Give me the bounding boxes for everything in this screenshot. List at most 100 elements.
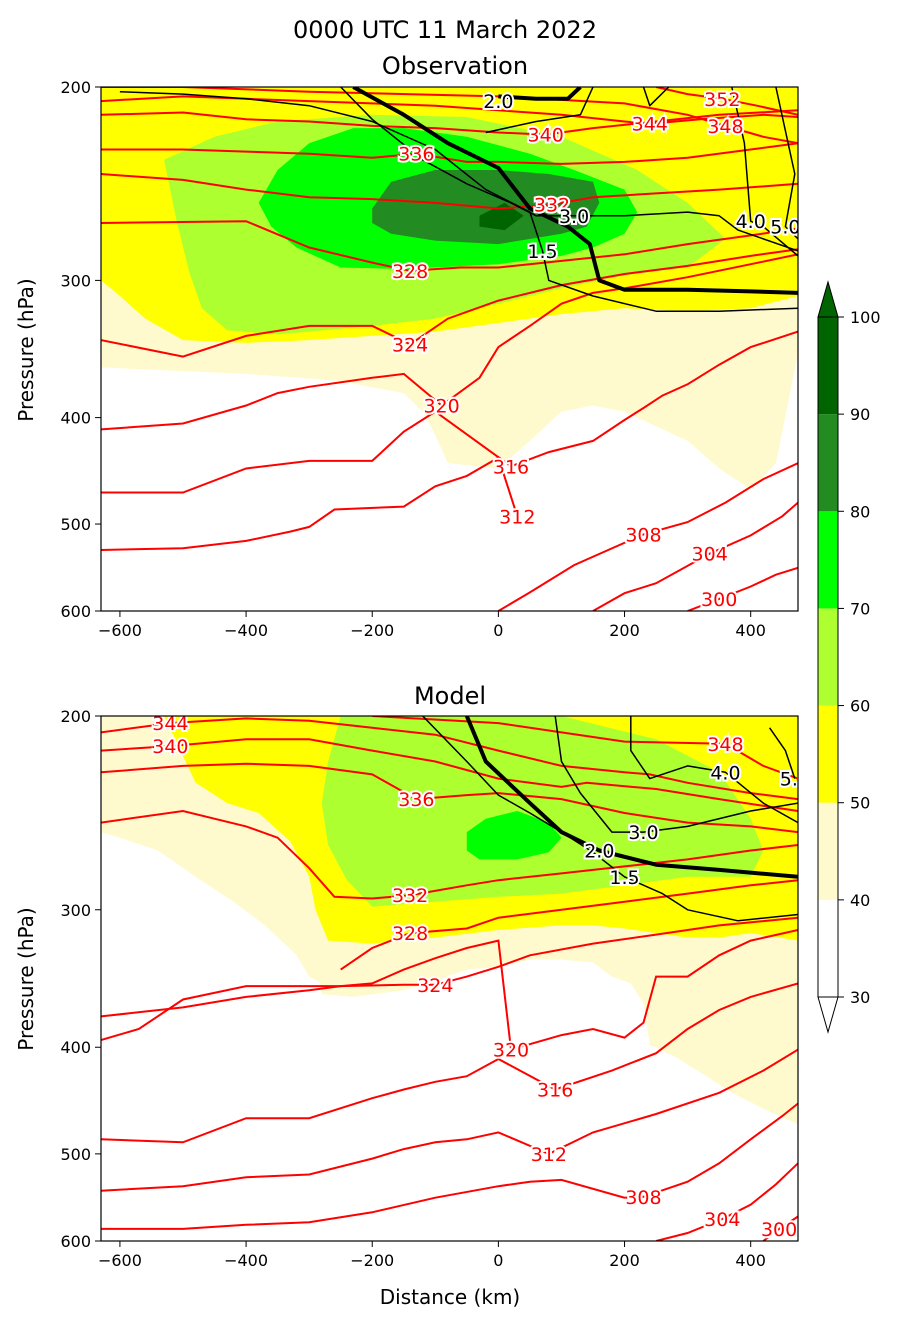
theta-contour-324 [101, 248, 798, 358]
theta-contour-328 [101, 220, 798, 272]
pv-contour-5.0 [775, 87, 798, 240]
pv-label: 3.0 [559, 206, 589, 228]
x-axis-label: Distance (km) [380, 1285, 520, 1309]
theta-label: 312 [499, 506, 535, 528]
y-tick-label: 400 [60, 1038, 91, 1057]
x-tick-label: 200 [609, 1251, 640, 1270]
y-tick-label: 600 [60, 602, 91, 621]
theta-label: 336 [398, 144, 434, 166]
theta-label: 308 [625, 524, 661, 546]
theta-contour-340 [101, 738, 798, 812]
pv-label: 4.0 [736, 211, 766, 233]
x-tick-label: −200 [350, 621, 394, 640]
theta-label: 340 [528, 125, 564, 147]
colorbar-tick-label: 70 [850, 599, 870, 618]
x-tick-label: 0 [493, 1251, 503, 1270]
pv-label: 4.0 [710, 762, 740, 784]
theta-contour-336 [101, 762, 798, 834]
pv-label: 1.5 [527, 241, 557, 263]
x-tick-label: −600 [98, 621, 142, 640]
y-tick-label: 200 [60, 78, 91, 97]
fill-region-90 [479, 202, 524, 231]
suptitle-date: 0000 UTC 11 March 2022 [293, 16, 597, 44]
y-tick-label: 300 [60, 271, 91, 290]
pv-label: 3.0 [628, 822, 658, 844]
y-axis-label-observation: Pressure (hPa) [14, 278, 38, 421]
colorbar-extend-top [817, 280, 839, 318]
colorbar-tick-label: 30 [850, 988, 870, 1007]
theta-contour-300 [762, 1215, 798, 1241]
theta-label: 320 [423, 396, 459, 418]
y-tick-label: 600 [60, 1232, 91, 1251]
theta-label: 300 [761, 1219, 797, 1241]
theta-label: 304 [692, 544, 728, 566]
x-tick-label: −400 [224, 1251, 268, 1270]
theta-contour-352 [655, 87, 798, 116]
pv-contour-seg7 [642, 87, 670, 107]
fill-region-70 [466, 811, 562, 860]
theta-contour-304 [592, 501, 798, 611]
theta-contour-304 [655, 1162, 798, 1241]
plot-area: 300 304 308 312 316 320 324 328 332 336 340 344 348 3… [101, 87, 800, 611]
theta-label: 312 [531, 1144, 567, 1166]
pv-contour-5.0 [768, 727, 796, 779]
colorbar-tick-label: 40 [850, 891, 870, 910]
theta-contour-324 [101, 916, 798, 1018]
x-tick-label: 0 [493, 621, 503, 640]
colorbar-extend-bottom [817, 996, 839, 1034]
theta-contour-344 [101, 717, 798, 801]
theta-contour-348 [101, 87, 798, 145]
fill-region-60 [321, 716, 764, 907]
theta-label: 304 [704, 1209, 740, 1231]
pv-label: 2.0 [584, 840, 614, 862]
axes-frame [100, 715, 799, 1242]
pv-contour-3.0 [340, 87, 798, 252]
theta-contour-300 [687, 566, 798, 611]
theta-contour-312 [101, 456, 519, 551]
theta-label: 328 [392, 261, 428, 283]
colorbar-tick-label: 100 [850, 308, 881, 327]
theta-contour-320 [101, 929, 798, 1051]
colorbar-tick-label: 80 [850, 502, 870, 521]
pv-label: 2.0 [483, 91, 513, 113]
y-tick-label: 400 [60, 409, 91, 428]
panel-title-observation: Observation [382, 52, 528, 80]
theta-label: 332 [392, 885, 428, 907]
theta-contour-320 [101, 253, 798, 431]
pv-label: 1.5 [609, 867, 639, 889]
colorbar-segment-60 [818, 608, 838, 706]
colorbar-segment-90 [818, 317, 838, 415]
colorbar-tick-label: 50 [850, 794, 870, 813]
y-axis-label-model: Pressure (hPa) [14, 907, 38, 1050]
theta-contour-308 [101, 1102, 798, 1230]
pv-contour-4.0 [731, 87, 798, 257]
theta-contour-332 [101, 809, 798, 900]
x-tick-label: −600 [98, 1251, 142, 1270]
theta-label: 328 [392, 923, 428, 945]
colorbar-segment-50 [818, 705, 838, 803]
theta-contour-336 [101, 142, 798, 165]
theta-contour-348 [372, 716, 798, 780]
colorbar-tick-label: 90 [850, 405, 870, 424]
theta-label: 352 [704, 89, 740, 111]
pv-label: 5.0 [770, 217, 800, 239]
theta-contour-340 [101, 109, 798, 136]
theta-contour-328 [340, 879, 798, 971]
colorbar-segment-40 [818, 802, 838, 900]
x-tick-label: 200 [609, 621, 640, 640]
x-tick-label: 400 [735, 1251, 766, 1270]
pv-contour-3.0 [554, 716, 798, 833]
colorbar-segment-70 [818, 511, 838, 609]
theta-contour-308 [497, 462, 798, 611]
pv-contour-seg4 [485, 87, 594, 134]
colorbar: 30 40 50 60 70 80 90 100 [817, 280, 881, 1034]
theta-label: 300 [701, 589, 737, 611]
theta-label: 344 [152, 713, 188, 735]
theta-label: 324 [392, 334, 428, 356]
theta-label: 344 [632, 114, 668, 136]
theta-label: 332 [534, 195, 570, 217]
y-tick-label: 500 [60, 1145, 91, 1164]
